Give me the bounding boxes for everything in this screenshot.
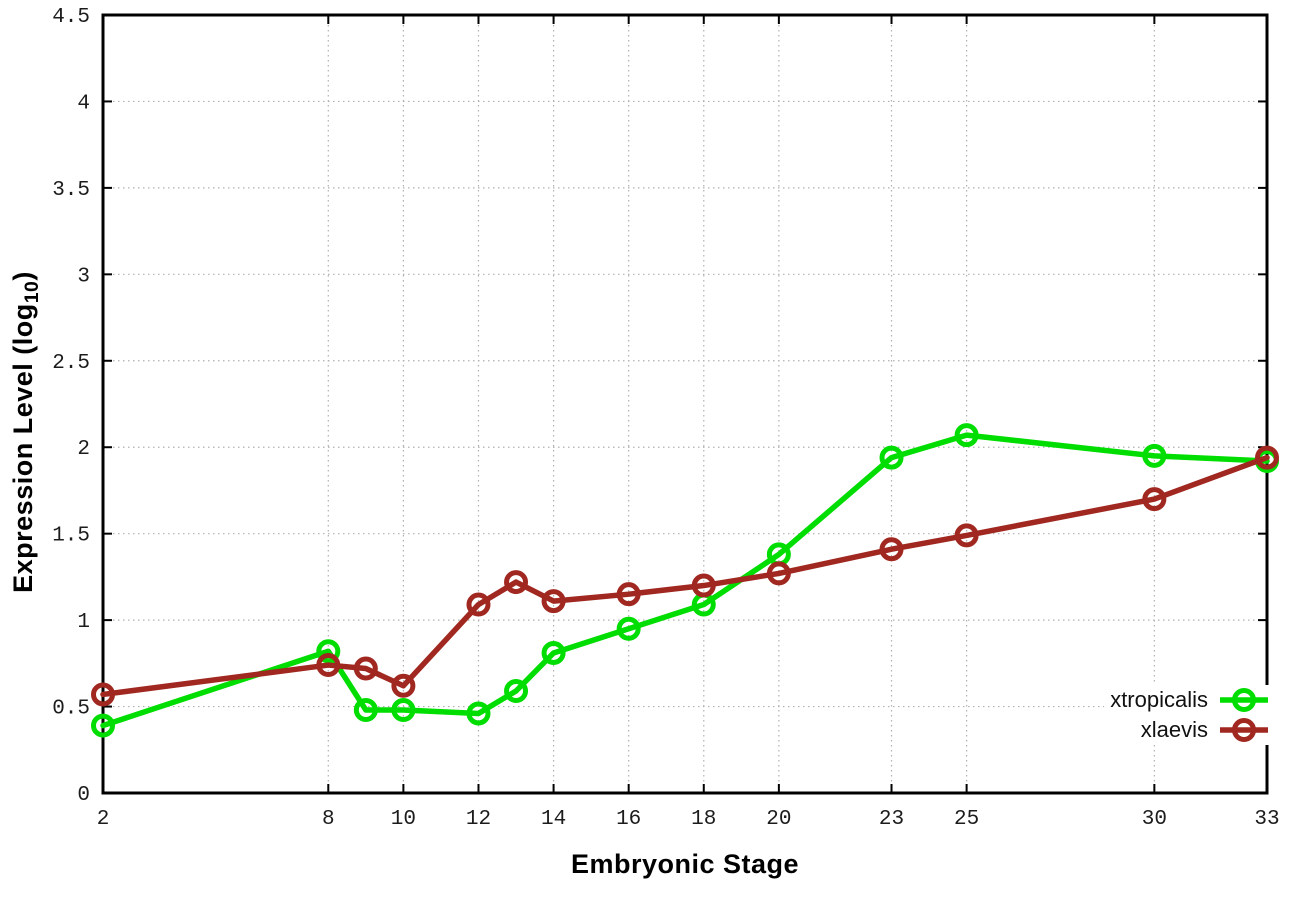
data-point-xtropicalis	[541, 640, 566, 665]
data-point-xtropicalis	[316, 639, 341, 664]
y-tick-label: 1	[77, 611, 90, 634]
data-point-xlaevis	[1255, 445, 1279, 470]
data-point-xlaevis	[879, 537, 904, 562]
legend-sample-marker	[1232, 688, 1256, 712]
legend-sample-marker	[1232, 718, 1256, 742]
legend-item-xlaevis: xlaevis	[1104, 715, 1270, 745]
x-tick-label: 20	[766, 808, 791, 831]
data-point-xtropicalis	[1142, 443, 1167, 468]
data-point-xtropicalis	[466, 701, 491, 726]
data-point-xlaevis	[766, 561, 791, 586]
x-tick-label: 18	[691, 808, 716, 831]
x-tick-label: 30	[1142, 808, 1167, 831]
y-tick-label: 4.5	[52, 6, 90, 29]
data-point-xtropicalis	[391, 698, 416, 723]
y-tick-label: 1.5	[52, 525, 90, 548]
series-line-xtropicalis	[100, 432, 1270, 729]
plot-border	[101, 13, 1269, 795]
data-point-xlaevis	[91, 682, 115, 707]
legend: xtropicalis xlaevis	[1104, 685, 1270, 745]
data-point-xtropicalis	[954, 423, 979, 448]
y-tick-label: 0	[77, 784, 90, 807]
y-axis-title: Expression Level (log10)	[8, 271, 44, 593]
series-line-xlaevis	[100, 454, 1270, 698]
x-axis-title: Embryonic Stage	[570, 849, 800, 879]
y-tick-label: 3	[77, 265, 90, 288]
y-tick-label: 0.5	[52, 698, 90, 721]
y-tick-label: 2.5	[52, 352, 90, 375]
data-point-xlaevis	[316, 653, 341, 678]
legend-sample-line-icon	[1220, 688, 1268, 712]
legend-item-xtropicalis: xtropicalis	[1104, 685, 1270, 715]
x-tick-label: 2	[97, 808, 110, 831]
legend-label-xtropicalis: xtropicalis	[1110, 687, 1208, 712]
data-point-xlaevis	[691, 573, 716, 598]
data-point-xlaevis	[541, 589, 566, 614]
y-axis-title-subscript: 10	[21, 280, 44, 304]
data-point-xtropicalis	[879, 445, 904, 470]
data-point-xlaevis	[1142, 487, 1167, 512]
data-point-xtropicalis	[504, 678, 529, 703]
data-point-xlaevis	[954, 523, 979, 548]
x-tick-label: 8	[322, 808, 335, 831]
x-tick-label: 25	[954, 808, 979, 831]
legend-label-xlaevis: xlaevis	[1140, 717, 1208, 742]
data-point-xlaevis	[466, 592, 491, 617]
data-point-xlaevis	[353, 656, 378, 681]
y-tick-label: 2	[77, 438, 90, 461]
x-tick-label: 16	[616, 808, 641, 831]
x-tick-label: 23	[879, 808, 904, 831]
x-tick-label: 10	[391, 808, 416, 831]
y-tick-label: 4	[77, 92, 90, 115]
data-point-xtropicalis	[616, 616, 641, 641]
data-point-xtropicalis	[91, 713, 115, 738]
data-point-xlaevis	[391, 673, 416, 698]
x-tick-label: 14	[541, 808, 566, 831]
y-axis-title-text: Expression Level (log	[7, 303, 38, 593]
y-tick-label: 3.5	[52, 179, 90, 202]
x-tick-label: 12	[466, 808, 491, 831]
data-point-xlaevis	[504, 570, 529, 595]
data-point-xtropicalis	[353, 698, 378, 723]
x-tick-label: 33	[1254, 808, 1279, 831]
y-axis-title-suffix: )	[7, 271, 38, 281]
data-point-xlaevis	[616, 582, 641, 607]
legend-sample-line-icon	[1220, 718, 1268, 742]
